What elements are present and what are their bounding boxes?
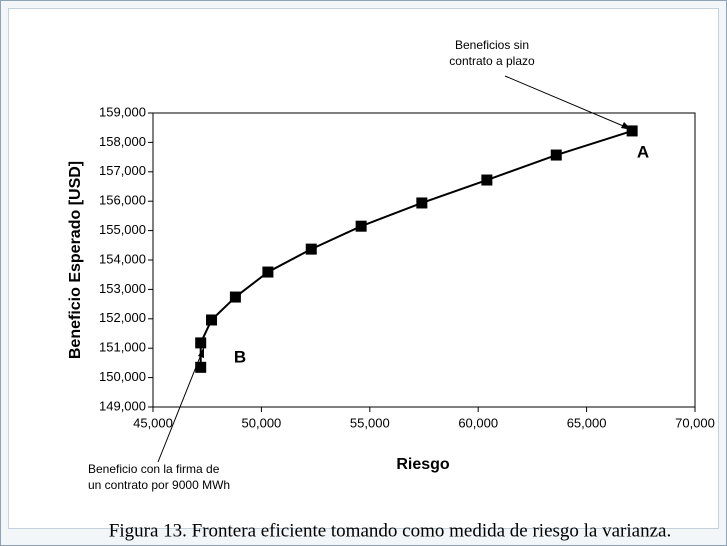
marker (229, 291, 241, 303)
x-axis-label: Riesgo (396, 456, 450, 473)
caption: Figura 13. Frontera eficiente tomando co… (109, 520, 671, 541)
x-tick-label: 55,000 (350, 415, 390, 430)
marker (195, 361, 207, 373)
y-tick-label: 149,000 (99, 398, 146, 413)
marker (550, 149, 562, 161)
marker (305, 243, 317, 255)
annotation: B (234, 347, 246, 366)
y-tick-label: 156,000 (99, 193, 146, 208)
marker (355, 220, 367, 232)
marker (481, 174, 493, 186)
y-tick-label: 151,000 (99, 340, 146, 355)
y-tick-label: 153,000 (99, 281, 146, 296)
arrow (157, 351, 203, 463)
y-tick-label: 154,000 (99, 251, 146, 266)
x-tick-label: 50,000 (242, 415, 282, 430)
marker (416, 197, 428, 209)
x-tick-label: 45,000 (133, 415, 173, 430)
annotation: A (637, 142, 649, 161)
annotation: Beneficios sin (455, 38, 529, 52)
y-tick-label: 159,000 (99, 104, 146, 119)
marker (206, 314, 218, 326)
y-tick-label: 150,000 (99, 369, 146, 384)
marker (626, 125, 638, 137)
y-tick-label: 157,000 (99, 163, 146, 178)
y-axis-label: Beneficio Esperado [USD] (67, 161, 84, 359)
annotation: contrato a plazo (449, 54, 535, 68)
y-tick-label: 155,000 (99, 222, 146, 237)
x-tick-label: 70,000 (675, 415, 715, 430)
x-tick-label: 65,000 (567, 415, 607, 430)
y-tick-label: 152,000 (99, 310, 146, 325)
marker (262, 266, 274, 278)
marker (195, 337, 207, 349)
y-tick-label: 158,000 (99, 134, 146, 149)
x-tick-label: 60,000 (458, 415, 498, 430)
panel (8, 8, 719, 529)
annotation: Beneficio con la firma de (88, 462, 220, 476)
arrow (504, 75, 629, 129)
annotation: un contrato por 9000 MWh (88, 478, 230, 492)
